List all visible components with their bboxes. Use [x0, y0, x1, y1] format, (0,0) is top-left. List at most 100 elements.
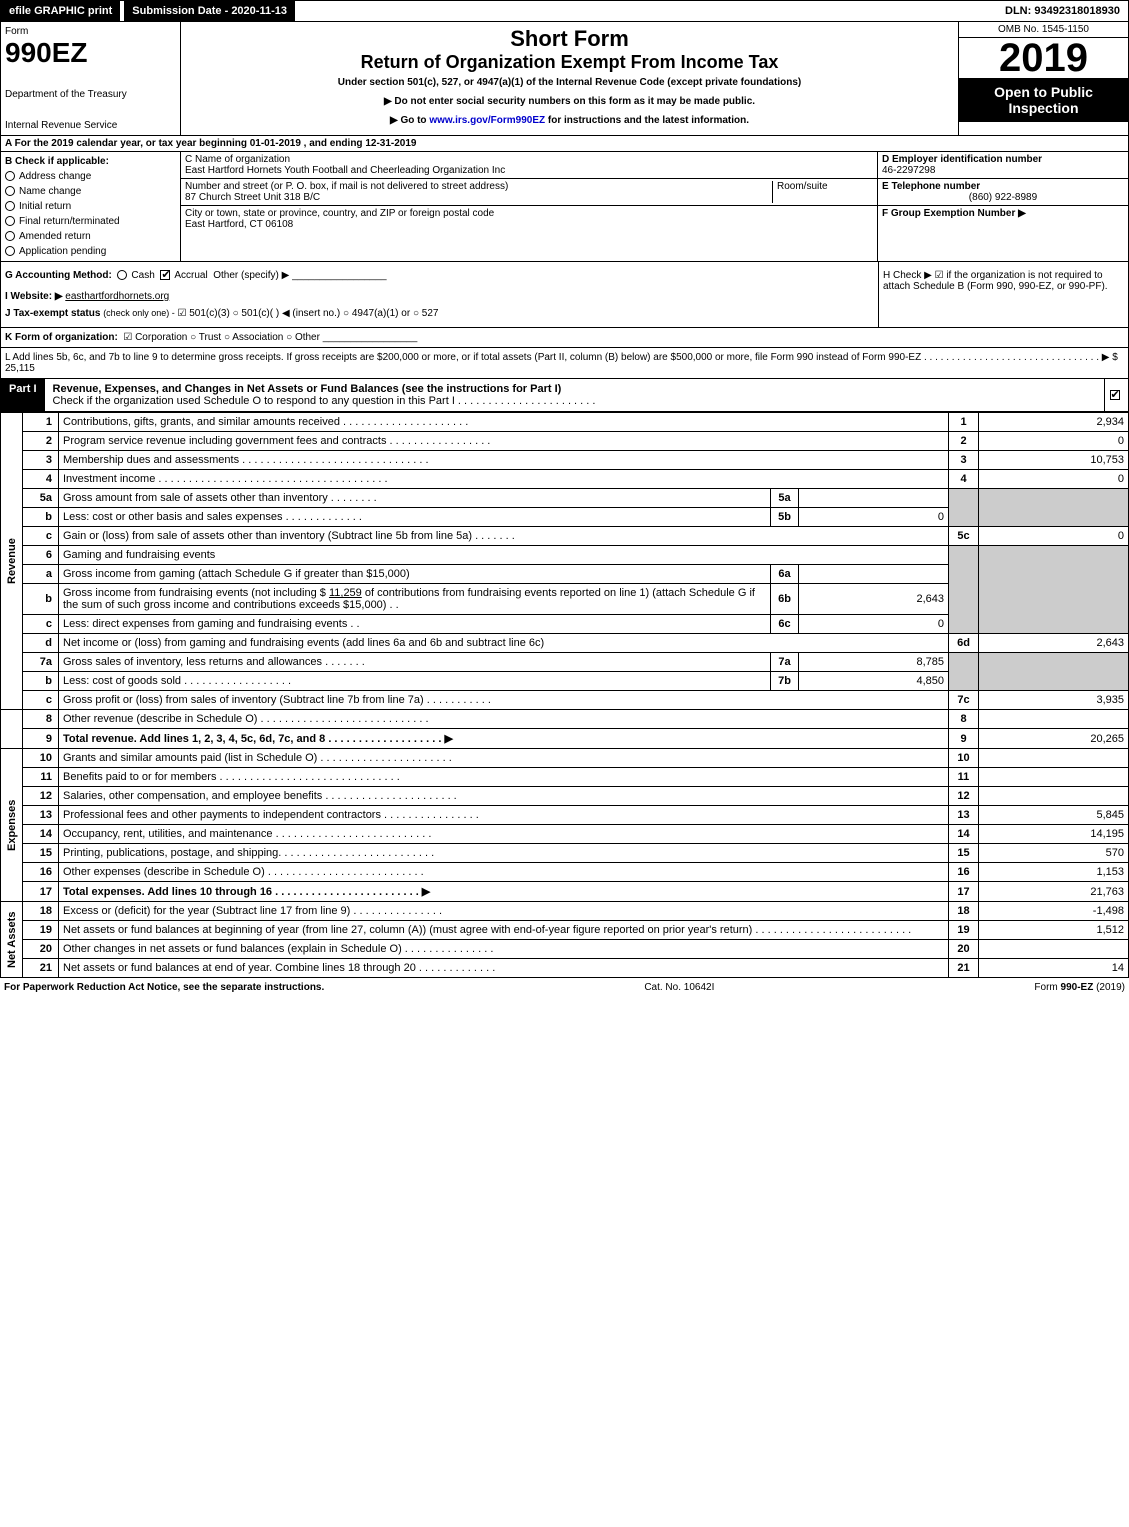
opt-application-pending[interactable]: Application pending — [5, 246, 176, 257]
line-num: 12 — [23, 787, 59, 806]
line-desc: Less: direct expenses from gaming and fu… — [59, 615, 771, 634]
line-val: 14,195 — [979, 825, 1129, 844]
g-other: Other (specify) ▶ — [213, 270, 289, 281]
grey-cell — [979, 546, 1129, 634]
line-val: 20,265 — [979, 729, 1129, 749]
opt-final-return[interactable]: Final return/terminated — [5, 216, 176, 227]
irs-link[interactable]: www.irs.gov/Form990EZ — [429, 115, 545, 126]
sub-line-num: 5a — [771, 489, 799, 508]
col-b-checkboxes: B Check if applicable: Address change Na… — [1, 152, 181, 261]
line-num: 15 — [23, 844, 59, 863]
line-num: 10 — [23, 749, 59, 768]
line-num: c — [23, 615, 59, 634]
tel-value: (860) 922-8989 — [882, 192, 1124, 203]
form-number: 990EZ — [5, 37, 176, 69]
line-desc: Other expenses (describe in Schedule O) … — [59, 863, 949, 882]
line-val: 0 — [979, 432, 1129, 451]
col-b-label: B Check if applicable: — [5, 156, 176, 167]
j-label: J Tax-exempt status — [5, 308, 100, 319]
ein-value: 46-2297298 — [882, 165, 1124, 176]
line-desc: Gross income from gaming (attach Schedul… — [59, 565, 771, 584]
line-val: 3,935 — [979, 691, 1129, 710]
part1-checkbox[interactable] — [1104, 379, 1128, 411]
line-val — [979, 787, 1129, 806]
line-val — [979, 768, 1129, 787]
opt-address-change[interactable]: Address change — [5, 171, 176, 182]
revenue-tab: Revenue — [1, 413, 23, 710]
opt-name-change[interactable]: Name change — [5, 186, 176, 197]
sub-line-val: 2,643 — [799, 584, 949, 615]
note-no-ssn: ▶ Do not enter social security numbers o… — [185, 96, 954, 107]
line-val: 0 — [979, 470, 1129, 489]
circle-icon — [117, 270, 127, 280]
line-desc: Excess or (deficit) for the year (Subtra… — [59, 902, 949, 921]
line-col: 13 — [949, 806, 979, 825]
sub-line-num: 7b — [771, 672, 799, 691]
room-suite-label: Room/suite — [773, 181, 873, 203]
part1-header: Part I Revenue, Expenses, and Changes in… — [0, 379, 1129, 412]
line-col: 15 — [949, 844, 979, 863]
grey-cell — [979, 653, 1129, 691]
dept-irs: Internal Revenue Service — [5, 120, 176, 131]
line-num: 11 — [23, 768, 59, 787]
row-gh: G Accounting Method: Cash Accrual Other … — [0, 262, 1129, 328]
line-num: 6 — [23, 546, 59, 565]
line-val: -1,498 — [979, 902, 1129, 921]
short-form-title: Short Form — [185, 26, 954, 52]
part1-table: Revenue 1 Contributions, gifts, grants, … — [0, 412, 1129, 978]
line-col: 20 — [949, 940, 979, 959]
website-value[interactable]: easthartfordhornets.org — [65, 291, 169, 302]
sub-line-num: 6a — [771, 565, 799, 584]
line-num: 18 — [23, 902, 59, 921]
sub-line-val: 8,785 — [799, 653, 949, 672]
line-col: 9 — [949, 729, 979, 749]
line-num: d — [23, 634, 59, 653]
grey-cell — [979, 489, 1129, 527]
row-h-check: H Check ▶ ☑ if the organization is not r… — [878, 262, 1128, 327]
line-col: 17 — [949, 882, 979, 902]
open-public: Open to Public Inspection — [959, 78, 1128, 122]
line-val — [979, 749, 1129, 768]
dept-treasury: Department of the Treasury — [5, 89, 176, 100]
line-desc: Membership dues and assessments . . . . … — [59, 451, 949, 470]
line-desc: Occupancy, rent, utilities, and maintena… — [59, 825, 949, 844]
row-g-accounting: G Accounting Method: Cash Accrual Other … — [1, 262, 878, 327]
circle-icon — [5, 216, 15, 226]
header-right: OMB No. 1545-1150 2019 Open to Public In… — [958, 22, 1128, 135]
footer-catno: Cat. No. 10642I — [644, 982, 714, 993]
line-num: 7a — [23, 653, 59, 672]
line-val — [979, 940, 1129, 959]
line-num: a — [23, 565, 59, 584]
opt-amended-return[interactable]: Amended return — [5, 231, 176, 242]
page-footer: For Paperwork Reduction Act Notice, see … — [0, 978, 1129, 997]
line-desc: Gain or (loss) from sale of assets other… — [59, 527, 949, 546]
line-val: 21,763 — [979, 882, 1129, 902]
note-goto-suffix: for instructions and the latest informat… — [545, 115, 749, 126]
k-label: K Form of organization: — [5, 332, 118, 343]
line-num: 5a — [23, 489, 59, 508]
sub-line-val — [799, 565, 949, 584]
g-cash: Cash — [131, 270, 154, 281]
line-num: b — [23, 508, 59, 527]
sub-line-val: 0 — [799, 508, 949, 527]
line-val: 2,934 — [979, 413, 1129, 432]
line-num: 2 — [23, 432, 59, 451]
circle-icon — [5, 231, 15, 241]
circle-icon — [5, 246, 15, 256]
opt-initial-return[interactable]: Initial return — [5, 201, 176, 212]
line-num: 21 — [23, 959, 59, 978]
line-val: 1,153 — [979, 863, 1129, 882]
footer-formref: Form 990-EZ (2019) — [1034, 982, 1125, 993]
efile-print-label[interactable]: efile GRAPHIC print — [1, 1, 120, 21]
sub-line-val: 4,850 — [799, 672, 949, 691]
group-label: F Group Exemption Number ▶ — [882, 208, 1124, 219]
org-name-cell: C Name of organization East Hartford Hor… — [181, 152, 877, 179]
line-num: b — [23, 584, 59, 615]
tax-year: 2019 — [959, 38, 1128, 78]
line-col: 3 — [949, 451, 979, 470]
line-num: 13 — [23, 806, 59, 825]
line-col: 4 — [949, 470, 979, 489]
line-col: 5c — [949, 527, 979, 546]
fundraising-amount: 11,259 — [329, 587, 362, 599]
line-desc: Program service revenue including govern… — [59, 432, 949, 451]
